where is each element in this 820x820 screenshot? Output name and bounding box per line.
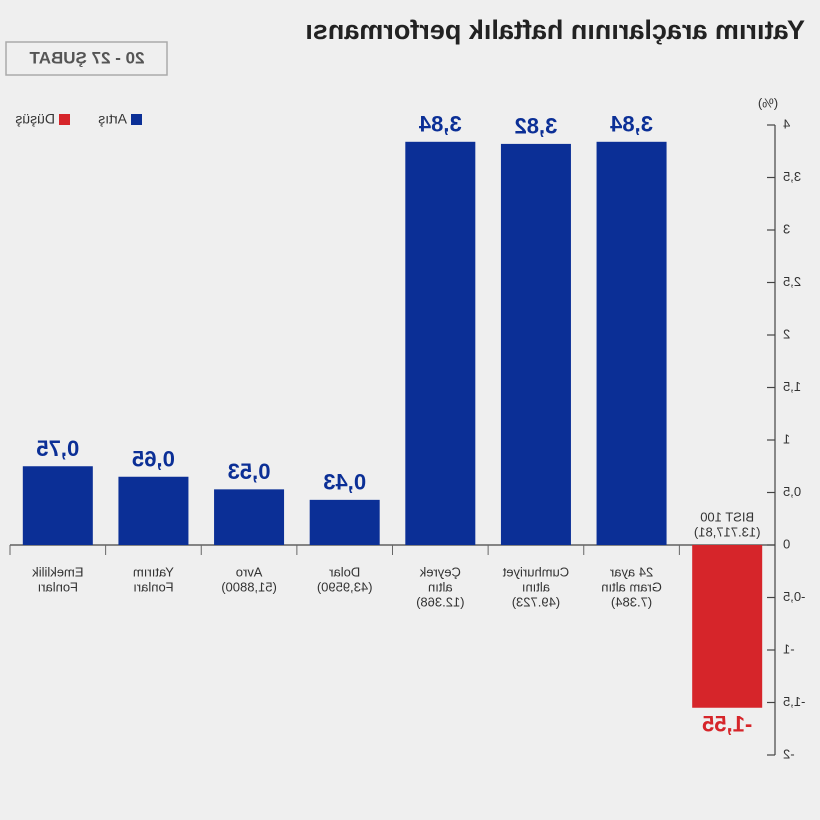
x-tick-label: Fonları <box>38 579 78 594</box>
x-tick-label: Gram altın <box>601 579 662 594</box>
bar <box>22 466 93 545</box>
y-tick-label: 1,5 <box>783 379 801 394</box>
value-label: 3,82 <box>515 114 558 139</box>
legend-swatch <box>131 114 142 125</box>
value-label: 3,84 <box>418 112 462 137</box>
y-tick-label: -1 <box>783 641 795 656</box>
value-label: 0,53 <box>228 459 271 484</box>
x-tick-label: Avro <box>236 564 263 579</box>
chart-title: Yatırım araçlarının haftalık performansı <box>305 15 805 45</box>
x-tick-label: Çeyrek <box>419 564 461 579</box>
x-tick-label: Yatırım <box>133 564 174 579</box>
legend-label: Düşüş <box>15 111 55 127</box>
legend-swatch <box>59 114 70 125</box>
bar <box>214 489 285 545</box>
x-tick-label: BIST 100 <box>700 509 754 524</box>
x-tick-label: Emeklilik <box>32 564 84 579</box>
value-label: 0,43 <box>323 470 366 495</box>
y-tick-label: 2 <box>783 326 790 341</box>
y-tick-label: -0,5 <box>783 589 805 604</box>
x-tick-label: (7.384) <box>611 594 652 609</box>
value-label: 0,75 <box>36 436 79 461</box>
y-tick-label: 1 <box>783 431 790 446</box>
x-tick-label: 24 ayar <box>609 564 653 579</box>
bar <box>118 476 189 545</box>
y-tick-label: 3,5 <box>783 169 801 184</box>
bar <box>692 545 763 708</box>
y-tick-label: 2,5 <box>783 274 801 289</box>
date-badge <box>5 41 168 76</box>
x-tick-label: altını <box>522 579 550 594</box>
y-tick-label: -1,5 <box>783 694 805 709</box>
bar <box>596 141 667 546</box>
x-tick-label: (13.717,81) <box>694 524 761 539</box>
value-label: 3,84 <box>609 112 653 137</box>
x-tick-label: altın <box>428 579 453 594</box>
x-tick-label: Cumhuriyet <box>502 564 569 579</box>
y-tick-label: -2 <box>783 746 795 761</box>
x-tick-label: (43,9590) <box>317 579 373 594</box>
y-tick-label: 0 <box>783 536 790 551</box>
bar <box>405 141 476 546</box>
x-tick-label: (12.368) <box>416 594 464 609</box>
value-label: 0,65 <box>132 447 175 472</box>
x-tick-label: Dolar <box>328 564 360 579</box>
mirrored-chart: Yatırım araçlarının haftalık performansı… <box>5 15 805 761</box>
unit-label: (%) <box>758 95 778 110</box>
x-tick-label: Fonları <box>133 579 173 594</box>
bar <box>309 499 380 545</box>
bar <box>500 143 571 545</box>
y-tick-label: 3 <box>783 221 790 236</box>
y-tick-label: 0,5 <box>783 484 801 499</box>
y-tick-label: 4 <box>783 116 790 131</box>
x-tick-label: (49.723) <box>512 594 560 609</box>
x-tick-label: (51,8800) <box>221 579 277 594</box>
value-label: -1,55 <box>702 712 752 737</box>
legend-label: Artış <box>98 111 127 127</box>
date-range: 20 - 27 ŞUBAT <box>29 48 145 67</box>
